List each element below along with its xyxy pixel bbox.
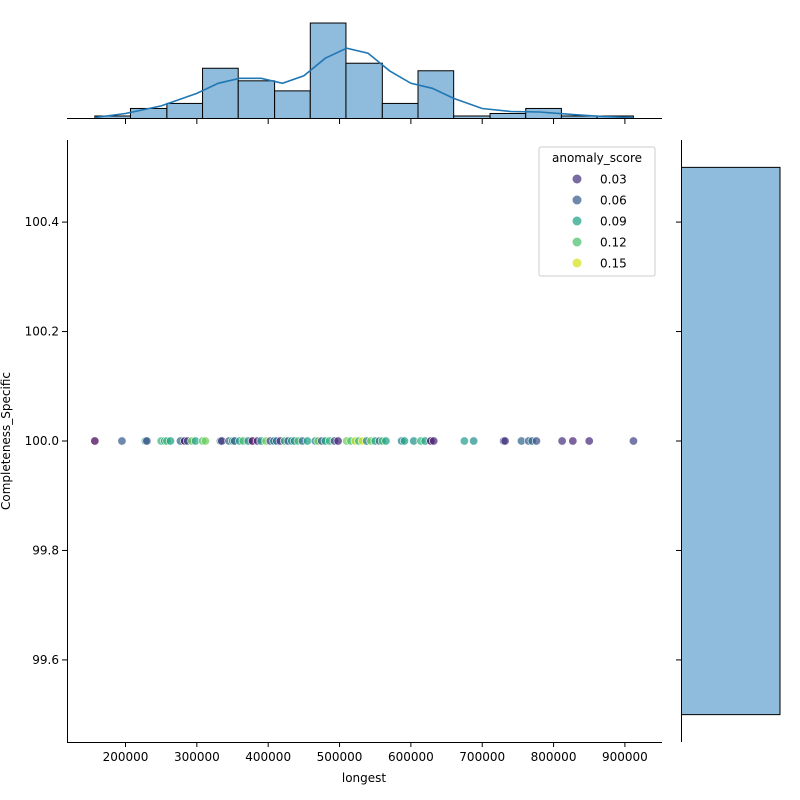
legend-marker [572, 216, 582, 226]
marginal-x-bar [417, 70, 455, 119]
marginal-x-bar [489, 112, 527, 119]
legend-marker [572, 195, 582, 205]
marginal-y-histogram [681, 166, 781, 716]
scatter-point [165, 436, 175, 446]
scatter-point [584, 436, 594, 446]
legend-frame [538, 146, 656, 277]
y-axis-label: Completeness_Specific [0, 372, 13, 510]
scatter-point [568, 436, 578, 446]
legend-label: 0.15 [600, 257, 627, 271]
scatter-point [200, 436, 210, 446]
scatter-point [381, 436, 391, 446]
marginal-x-histogram [94, 22, 634, 120]
x-tick-label: 800000 [531, 750, 577, 764]
scatter-point [399, 436, 409, 446]
marginal-x-bar [129, 107, 168, 119]
scatter-point [117, 436, 127, 446]
legend-entries: 0.03 0.06 0.09 0.12 0.15 [572, 173, 627, 271]
x-tick-label: 900000 [602, 750, 648, 764]
x-tick-label: 600000 [388, 750, 434, 764]
legend-marker [572, 174, 582, 184]
x-tick-label: 200000 [103, 750, 149, 764]
scatter-point [469, 436, 479, 446]
marginal-x-bar [166, 102, 204, 120]
x-axis-label: longest [342, 771, 387, 785]
y-axis-ticks: 99.6 99.8 100.0 100.2 100.4 [25, 215, 67, 667]
legend: anomaly_score 0.03 0.06 0.09 0.12 0.15 [538, 146, 656, 277]
x-tick-label: 500000 [317, 750, 363, 764]
marginal-x-bar [381, 102, 419, 120]
marginal-x-bar [345, 62, 383, 119]
marginal-x-bar [309, 22, 347, 119]
scatter-points [90, 436, 638, 446]
scatter-point [302, 436, 312, 446]
legend-label: 0.12 [600, 236, 627, 250]
scatter-point [459, 436, 469, 446]
legend-label: 0.03 [600, 173, 627, 187]
scatter-point [90, 436, 100, 446]
legend-title: anomaly_score [552, 151, 642, 165]
scatter-point [628, 436, 638, 446]
scatter-point [500, 436, 510, 446]
marginal-x-bar [237, 80, 276, 119]
y-tick-label: 100.2 [25, 325, 59, 339]
legend-label: 0.09 [600, 215, 627, 229]
scatter-point [557, 436, 567, 446]
x-tick-label: 700000 [459, 750, 505, 764]
scatter-point [429, 436, 439, 446]
x-tick-label: 400000 [245, 750, 291, 764]
scatter-point [531, 436, 541, 446]
marginal-x-bar [202, 67, 239, 119]
legend-marker [572, 258, 582, 268]
marginal-x-ticks [125, 118, 626, 124]
x-tick-label: 300000 [174, 750, 220, 764]
y-tick-label: 100.4 [25, 215, 59, 229]
y-tick-label: 100.0 [25, 434, 59, 448]
y-tick-label: 99.6 [32, 653, 59, 667]
y-tick-label: 99.8 [32, 543, 59, 557]
marginal-x-bar [274, 90, 311, 120]
x-axis-ticks: 200000 300000 400000 500000 600000 700000 8000… [103, 742, 648, 764]
marginal-y-bar [681, 166, 781, 716]
scatter-point [142, 436, 152, 446]
marginal-x-kde-line [94, 47, 634, 119]
legend-label: 0.06 [600, 194, 627, 208]
marginal-y-ticks [676, 221, 682, 661]
legend-marker [572, 237, 582, 247]
scatter-point [333, 436, 343, 446]
